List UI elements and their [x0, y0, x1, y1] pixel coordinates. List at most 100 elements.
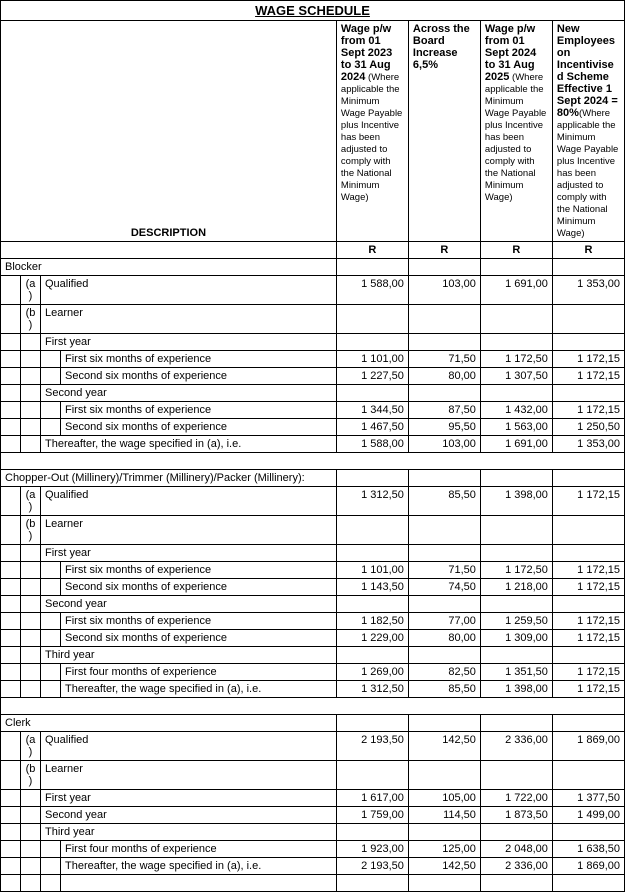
table-row: (b)Learner — [1, 305, 625, 334]
table-row: Second six months of experience1 467,509… — [1, 419, 625, 436]
table-row: Second six months of experience1 229,008… — [1, 630, 625, 647]
category-title: Chopper-Out (Millinery)/Trimmer (Milline… — [1, 470, 337, 487]
row-desc: Third year — [41, 647, 337, 664]
value-cell — [552, 824, 624, 841]
value-cell: 1 351,50 — [480, 664, 552, 681]
row-desc: Thereafter, the wage specified in (a), i… — [61, 681, 337, 698]
row-desc: Second six months of experience — [61, 630, 337, 647]
value-cell — [408, 305, 480, 334]
value-cell — [336, 385, 408, 402]
table-title: WAGE SCHEDULE — [1, 1, 625, 21]
value-cell — [480, 385, 552, 402]
table-row: First six months of experience1 101,0071… — [1, 562, 625, 579]
value-cell: 114,50 — [408, 807, 480, 824]
value-cell: 103,00 — [408, 276, 480, 305]
value-cell: 1 344,50 — [336, 402, 408, 419]
row-letter: (a) — [21, 487, 41, 516]
table-row: First year1 617,00105,001 722,001 377,50 — [1, 790, 625, 807]
value-cell — [552, 761, 624, 790]
category-row: Clerk — [1, 715, 625, 732]
category-title: Clerk — [1, 715, 337, 732]
row-letter: (a) — [21, 276, 41, 305]
table-row: (b)Learner — [1, 516, 625, 545]
unit-desc — [1, 242, 337, 259]
row-desc: First six months of experience — [61, 402, 337, 419]
value-cell: 1 432,00 — [480, 402, 552, 419]
row-desc: First six months of experience — [61, 351, 337, 368]
value-cell — [552, 516, 624, 545]
value-cell — [480, 334, 552, 351]
value-cell: 71,50 — [408, 562, 480, 579]
spacer-row — [1, 453, 625, 470]
value-cell: 1 588,00 — [336, 436, 408, 453]
value-cell: 1 172,15 — [552, 402, 624, 419]
value-cell: 1 172,15 — [552, 562, 624, 579]
value-cell — [480, 596, 552, 613]
value-cell: 1 172,15 — [552, 368, 624, 385]
value-cell: 1 172,15 — [552, 630, 624, 647]
value-cell: 105,00 — [408, 790, 480, 807]
value-cell: 1 869,00 — [552, 858, 624, 875]
table-row: First four months of experience1 269,008… — [1, 664, 625, 681]
row-desc: First year — [41, 334, 337, 351]
value-cell — [336, 516, 408, 545]
category-row: Blocker — [1, 259, 625, 276]
value-cell: 1 172,15 — [552, 579, 624, 596]
header-col4: New Employees on Incentivised Scheme Eff… — [552, 21, 624, 242]
value-cell: 1 227,50 — [336, 368, 408, 385]
value-cell: 1 353,00 — [552, 436, 624, 453]
header-description: DESCRIPTION — [1, 175, 337, 242]
value-cell — [336, 545, 408, 562]
table-row: (a)Qualified1 312,5085,501 398,001 172,1… — [1, 487, 625, 516]
value-cell: 85,50 — [408, 681, 480, 698]
unit-row: RRRR — [1, 242, 625, 259]
value-cell — [480, 824, 552, 841]
value-cell: 1 250,50 — [552, 419, 624, 436]
value-cell: 1 923,00 — [336, 841, 408, 858]
value-cell: 1 398,00 — [480, 681, 552, 698]
row-desc: Learner — [41, 516, 337, 545]
header-col3: Wage p/w from 01 Sept 2024 to 31 Aug 202… — [480, 21, 552, 242]
value-cell: 2 193,50 — [336, 858, 408, 875]
value-cell: 1 259,50 — [480, 613, 552, 630]
value-cell: 1 172,50 — [480, 562, 552, 579]
value-cell: 1 172,15 — [552, 664, 624, 681]
value-cell — [552, 305, 624, 334]
value-cell: 1 467,50 — [336, 419, 408, 436]
value-cell: 1 759,00 — [336, 807, 408, 824]
table-row: First six months of experience1 101,0071… — [1, 351, 625, 368]
value-cell: 103,00 — [408, 436, 480, 453]
value-cell: 1 563,00 — [480, 419, 552, 436]
value-cell: 1 172,15 — [552, 613, 624, 630]
row-desc: First six months of experience — [61, 562, 337, 579]
row-desc: Qualified — [41, 276, 337, 305]
row-desc: Second six months of experience — [61, 368, 337, 385]
table-row: First four months of experience1 923,001… — [1, 841, 625, 858]
category-title: Blocker — [1, 259, 337, 276]
value-cell: 125,00 — [408, 841, 480, 858]
row-desc: Second year — [41, 385, 337, 402]
value-cell — [552, 385, 624, 402]
value-cell: 2 336,00 — [480, 732, 552, 761]
value-cell — [480, 761, 552, 790]
header-row: Wage p/w from 01 Sept 2023 to 31 Aug 202… — [1, 21, 625, 176]
value-cell — [408, 647, 480, 664]
value-cell: 1 398,00 — [480, 487, 552, 516]
value-cell — [336, 596, 408, 613]
title-row: WAGE SCHEDULE — [1, 1, 625, 21]
value-cell — [480, 545, 552, 562]
value-cell: 74,50 — [408, 579, 480, 596]
value-cell — [336, 334, 408, 351]
value-cell: 71,50 — [408, 351, 480, 368]
value-cell — [336, 761, 408, 790]
row-desc: Second year — [41, 596, 337, 613]
row-desc: Second six months of experience — [61, 579, 337, 596]
row-letter: (b) — [21, 761, 41, 790]
value-cell: 95,50 — [408, 419, 480, 436]
value-cell — [480, 516, 552, 545]
header-col2: Across the Board Increase 6,5% — [408, 21, 480, 242]
table-row: Thereafter, the wage specified in (a), i… — [1, 436, 625, 453]
table-row: Second year — [1, 596, 625, 613]
header-col1: Wage p/w from 01 Sept 2023 to 31 Aug 202… — [336, 21, 408, 242]
value-cell: 1 722,00 — [480, 790, 552, 807]
